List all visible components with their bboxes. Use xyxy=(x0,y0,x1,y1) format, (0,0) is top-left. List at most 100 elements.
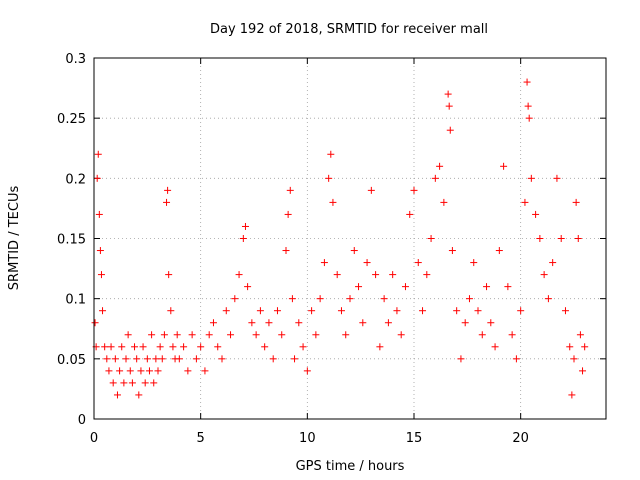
data-point xyxy=(135,391,143,399)
y-tick-label: 0.3 xyxy=(65,52,86,67)
data-point xyxy=(165,271,173,279)
data-point xyxy=(126,367,134,375)
data-point xyxy=(94,150,102,158)
data-point xyxy=(380,295,388,303)
data-point xyxy=(355,283,363,291)
data-point xyxy=(107,343,115,351)
data-point xyxy=(222,307,230,315)
data-point xyxy=(201,367,209,375)
data-point xyxy=(173,331,181,339)
data-point xyxy=(137,367,145,375)
data-point xyxy=(474,307,482,315)
data-point xyxy=(95,210,103,218)
data-point xyxy=(540,271,548,279)
data-point xyxy=(101,343,109,351)
data-point xyxy=(445,102,453,110)
chart-title: Day 192 of 2018, SRMTID for receiver mal… xyxy=(210,22,488,37)
data-point xyxy=(316,295,324,303)
data-point xyxy=(512,355,520,363)
data-point xyxy=(288,295,296,303)
grid-lines xyxy=(94,58,606,419)
data-point xyxy=(444,90,452,98)
data-point xyxy=(401,283,409,291)
data-point xyxy=(329,198,337,206)
data-point xyxy=(141,379,149,387)
data-point xyxy=(103,355,111,363)
data-point xyxy=(487,319,495,327)
data-points xyxy=(91,78,589,399)
data-point xyxy=(231,295,239,303)
y-tick-label: 0 xyxy=(78,413,86,428)
data-point xyxy=(579,367,587,375)
data-point xyxy=(164,186,172,194)
data-point xyxy=(491,343,499,351)
x-tick-label: 0 xyxy=(90,431,98,446)
data-point xyxy=(500,162,508,170)
y-tick-label: 0.25 xyxy=(57,112,86,127)
data-point xyxy=(342,331,350,339)
data-point xyxy=(406,210,414,218)
data-point xyxy=(295,319,303,327)
data-point xyxy=(96,247,104,255)
data-point xyxy=(572,198,580,206)
data-point xyxy=(113,391,121,399)
data-point xyxy=(525,114,533,122)
data-point xyxy=(205,331,213,339)
data-point xyxy=(197,343,205,351)
data-point xyxy=(566,343,574,351)
data-point xyxy=(122,355,130,363)
data-point xyxy=(581,343,589,351)
data-point xyxy=(227,331,235,339)
x-tick-label: 10 xyxy=(299,431,316,446)
y-tick-label: 0.2 xyxy=(65,172,86,187)
data-point xyxy=(111,355,119,363)
y-tick-label: 0.1 xyxy=(65,293,86,308)
data-point xyxy=(248,319,256,327)
data-point xyxy=(269,355,277,363)
data-point xyxy=(312,331,320,339)
data-point xyxy=(252,331,260,339)
data-point xyxy=(465,295,473,303)
data-point xyxy=(209,319,217,327)
data-point xyxy=(393,307,401,315)
data-point xyxy=(397,331,405,339)
data-point xyxy=(372,271,380,279)
data-point xyxy=(410,186,418,194)
data-point xyxy=(457,355,465,363)
data-point xyxy=(158,355,166,363)
y-tick-label: 0.15 xyxy=(57,233,86,248)
data-point xyxy=(376,343,384,351)
data-point xyxy=(214,343,222,351)
data-point xyxy=(508,331,516,339)
data-point xyxy=(99,307,107,315)
data-point xyxy=(320,259,328,267)
data-point xyxy=(131,343,139,351)
data-point xyxy=(350,247,358,255)
data-point xyxy=(192,355,200,363)
data-point xyxy=(337,307,345,315)
data-point xyxy=(133,355,141,363)
data-point xyxy=(284,210,292,218)
data-point xyxy=(167,307,175,315)
data-point xyxy=(175,355,183,363)
data-point xyxy=(109,379,117,387)
data-point xyxy=(448,247,456,255)
data-point xyxy=(532,210,540,218)
data-point xyxy=(536,235,544,242)
data-point xyxy=(436,162,444,170)
data-point xyxy=(256,307,264,315)
data-point xyxy=(291,355,299,363)
data-point xyxy=(327,150,335,158)
data-point xyxy=(414,259,422,267)
data-point xyxy=(521,198,529,206)
data-point xyxy=(241,222,249,230)
data-point xyxy=(384,319,392,327)
data-point xyxy=(483,283,491,291)
data-point xyxy=(299,343,307,351)
data-point xyxy=(440,198,448,206)
data-point xyxy=(273,307,281,315)
data-point xyxy=(244,283,252,291)
data-point xyxy=(308,307,316,315)
data-point xyxy=(120,379,128,387)
